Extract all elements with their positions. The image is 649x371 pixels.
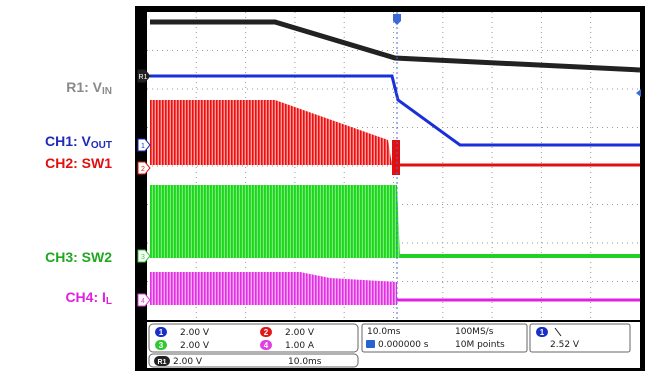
channel-scale: 2.00 V bbox=[285, 328, 315, 338]
ref-scale: 2.00 V bbox=[173, 357, 203, 367]
label-main: CH4: I bbox=[65, 289, 105, 305]
record-length: 10M points bbox=[455, 340, 505, 350]
channel-scale: 2.00 V bbox=[180, 341, 210, 351]
trigger-source: 1 bbox=[540, 328, 545, 337]
trigger-pos-icon bbox=[366, 340, 375, 348]
ref-badge-label: R1 bbox=[158, 359, 167, 366]
channel-badge-label: 4 bbox=[264, 341, 269, 350]
label-sub: OUT bbox=[91, 140, 112, 151]
channel-label: CH3: SW2 bbox=[45, 249, 112, 265]
channel-marker-label: 3 bbox=[141, 254, 145, 261]
channel-badge-label: 2 bbox=[264, 328, 269, 337]
channel-label: CH4: IL bbox=[65, 289, 112, 307]
channel-marker-label: 2 bbox=[141, 166, 145, 173]
label-main: CH1: V bbox=[45, 133, 92, 149]
scope-figure: R1: VIN CH1: VOUT CH2: SW1 CH3: SW2 CH4: IL R… bbox=[0, 0, 649, 371]
label-main: CH2: SW1 bbox=[45, 155, 112, 171]
label-main: CH3: SW2 bbox=[45, 249, 112, 265]
trace-ch2-edge bbox=[392, 140, 400, 175]
channel-label: R1: VIN bbox=[66, 79, 112, 97]
channel-marker-label: 4 bbox=[141, 298, 145, 305]
channel-scale: 1.00 A bbox=[285, 341, 315, 351]
channel-label: CH1: VOUT bbox=[45, 133, 112, 151]
trigger-position: 0.000000 s bbox=[378, 340, 429, 350]
channel-badge-label: 3 bbox=[159, 341, 164, 350]
label-sub: L bbox=[106, 296, 112, 307]
label-sub: IN bbox=[102, 86, 112, 97]
label-main: R1: V bbox=[66, 79, 102, 95]
channel-badge-label: 1 bbox=[159, 328, 164, 337]
channel-marker-label: 1 bbox=[141, 143, 145, 150]
trigger-level: 2.52 V bbox=[550, 340, 580, 350]
timebase: 10.0ms bbox=[367, 327, 401, 337]
channel-label: CH2: SW1 bbox=[45, 155, 112, 171]
channel-marker-label: R1 bbox=[139, 74, 148, 81]
ref-time: 10.0ms bbox=[288, 357, 322, 367]
sample-rate: 100MS/s bbox=[455, 327, 494, 337]
channel-scale: 2.00 V bbox=[180, 328, 210, 338]
trace-ch3-switching bbox=[150, 185, 400, 258]
